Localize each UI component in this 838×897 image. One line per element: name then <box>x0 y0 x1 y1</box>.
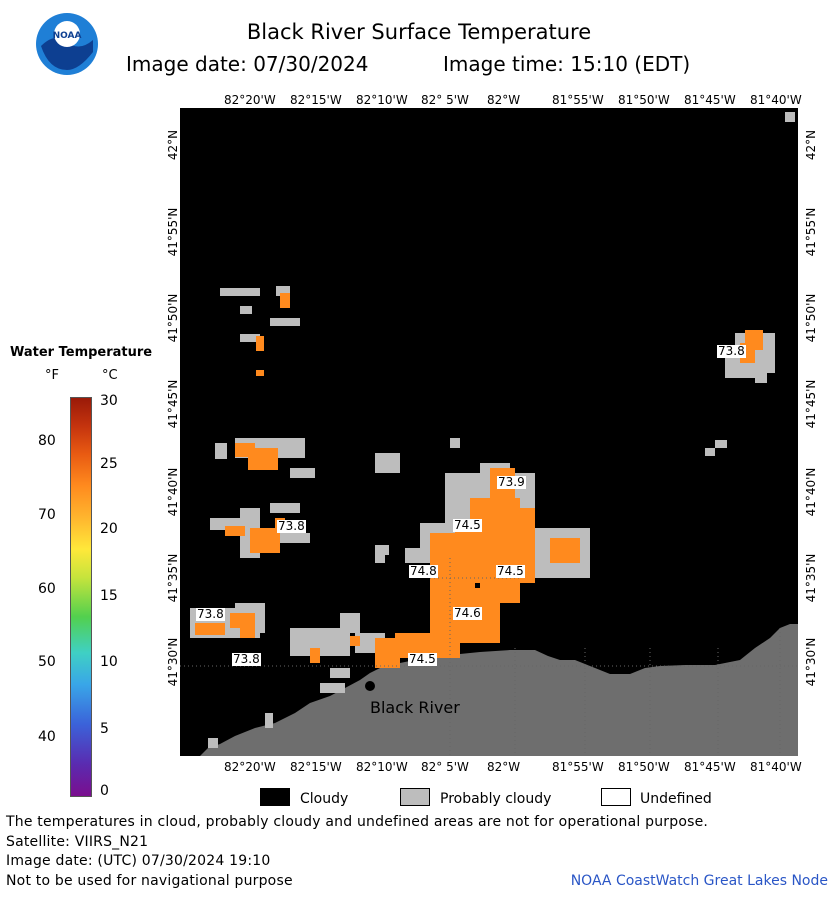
bottom-longitude-label: 82°W <box>487 760 521 774</box>
celsius-tick: 10 <box>100 654 118 670</box>
bottom-longitude-label: 82°20'W <box>224 760 276 774</box>
temperature-value-label: 74.5 <box>453 518 482 532</box>
temperature-value-label: 73.8 <box>717 344 746 358</box>
fahrenheit-tick: 40 <box>38 729 56 745</box>
celsius-tick: 0 <box>100 783 109 799</box>
temperature-value-label: 74.8 <box>409 564 438 578</box>
left-latitude-label: 41°40'N <box>166 467 180 517</box>
temperature-value-label: 73.8 <box>277 519 306 533</box>
top-longitude-label: 82° 5'W <box>421 93 469 107</box>
right-latitude-label: 41°30'N <box>804 637 818 687</box>
temperature-value-label: 73.8 <box>196 607 225 621</box>
left-latitude-label: 41°35'N <box>166 553 180 603</box>
temperature-value-label: 74.5 <box>408 652 437 666</box>
fahrenheit-tick: 60 <box>38 581 56 597</box>
bottom-longitude-label: 81°55'W <box>552 760 604 774</box>
fahrenheit-tick: 70 <box>38 507 56 523</box>
right-latitude-label: 41°50'N <box>804 293 818 343</box>
celsius-tick: 25 <box>100 456 118 472</box>
bottom-longitude-label: 82° 5'W <box>421 760 469 774</box>
top-longitude-label: 81°40'W <box>750 93 802 107</box>
lake-water <box>180 108 798 756</box>
bottom-longitude-label: 82°15'W <box>290 760 342 774</box>
probably-cloudy-swatch <box>400 788 430 806</box>
graticule <box>180 558 798 756</box>
left-latitude-label: 41°30'N <box>166 637 180 687</box>
legend-unit-f: °F <box>45 368 59 383</box>
noaa-logo-icon: NOAA <box>35 12 99 76</box>
celsius-tick: 30 <box>100 393 118 409</box>
right-latitude-label: 41°40'N <box>804 467 818 517</box>
satellite-info: Satellite: VIIRS_N21 <box>6 834 149 850</box>
celsius-tick: 20 <box>100 521 118 537</box>
noaa-logo-text: NOAA <box>53 31 82 41</box>
celsius-tick: 15 <box>100 588 118 604</box>
right-latitude-label: 41°35'N <box>804 553 818 603</box>
top-longitude-label: 81°50'W <box>618 93 670 107</box>
right-latitude-label: 42°N <box>804 129 818 161</box>
temperature-map: Black River 73.8 73.9 74.5 73.8 74.8 74.5 73.8… <box>180 108 798 756</box>
image-date: Image date: 07/30/2024 <box>126 52 369 76</box>
cloudy-label: Cloudy <box>300 791 349 807</box>
top-longitude-label: 81°55'W <box>552 93 604 107</box>
temperature-value-label: 74.5 <box>496 564 525 578</box>
bottom-longitude-label: 82°10'W <box>356 760 408 774</box>
left-latitude-label: 41°50'N <box>166 293 180 343</box>
celsius-tick: 5 <box>100 721 109 737</box>
credit-link[interactable]: NOAA CoastWatch Great Lakes Node <box>570 873 828 889</box>
top-longitude-label: 82°20'W <box>224 93 276 107</box>
disclaimer-note: The temperatures in cloud, probably clou… <box>6 814 709 830</box>
legend-title: Water Temperature <box>10 345 153 360</box>
probably-cloudy-label: Probably cloudy <box>440 791 552 807</box>
navigation-warning: Not to be used for navigational purpose <box>6 873 293 889</box>
left-latitude-label: 41°55'N <box>166 207 180 257</box>
fahrenheit-tick: 50 <box>38 654 56 670</box>
map-title: Black River Surface Temperature <box>246 20 592 44</box>
temperature-value-label: 73.9 <box>497 475 526 489</box>
image-time: Image time: 15:10 (EDT) <box>443 52 691 76</box>
bottom-longitude-label: 81°40'W <box>750 760 802 774</box>
legend-unit-c: °C <box>102 368 118 383</box>
top-longitude-label: 82°15'W <box>290 93 342 107</box>
bottom-longitude-label: 81°50'W <box>618 760 670 774</box>
left-latitude-label: 41°45'N <box>166 379 180 429</box>
fahrenheit-tick: 80 <box>38 433 56 449</box>
utc-image-date: Image date: (UTC) 07/30/2024 19:10 <box>6 853 271 869</box>
undefined-label: Undefined <box>640 791 712 807</box>
land-area <box>200 624 798 756</box>
temperature-value-label: 73.8 <box>232 652 261 666</box>
temperature-color-bar <box>70 397 92 797</box>
top-longitude-label: 82°10'W <box>356 93 408 107</box>
cloudy-swatch <box>260 788 290 806</box>
temperature-value-label: 74.6 <box>453 606 482 620</box>
bottom-longitude-label: 81°45'W <box>684 760 736 774</box>
right-latitude-label: 41°45'N <box>804 379 818 429</box>
top-longitude-label: 82°W <box>487 93 521 107</box>
left-latitude-label: 42°N <box>166 129 180 161</box>
right-latitude-label: 41°55'N <box>804 207 818 257</box>
top-longitude-label: 81°45'W <box>684 93 736 107</box>
black-river-marker <box>365 681 375 691</box>
place-label-black-river: Black River <box>370 698 460 717</box>
undefined-swatch <box>601 788 631 806</box>
